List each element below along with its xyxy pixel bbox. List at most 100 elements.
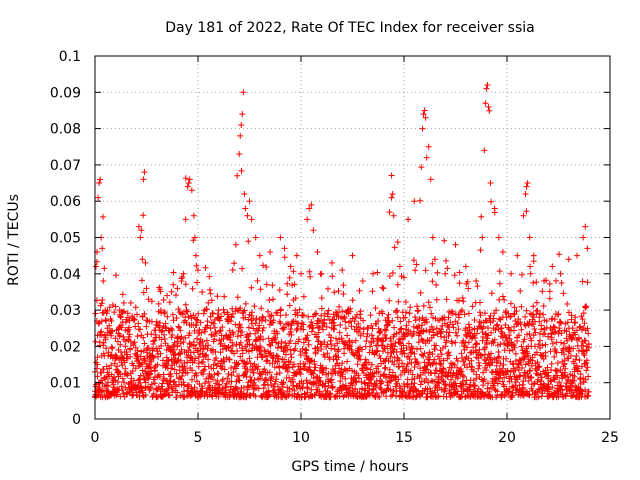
data-point bbox=[584, 245, 591, 252]
y-tick-label: 0.09 bbox=[50, 85, 81, 101]
data-point bbox=[491, 205, 498, 212]
data-point bbox=[241, 190, 248, 197]
data-point bbox=[508, 270, 515, 277]
data-point bbox=[140, 176, 147, 183]
x-tick-label: 10 bbox=[292, 430, 310, 446]
data-point bbox=[120, 299, 127, 306]
data-point bbox=[246, 198, 253, 205]
data-point bbox=[495, 234, 502, 241]
data-point bbox=[277, 234, 284, 241]
data-point bbox=[108, 317, 115, 324]
y-tick-label: 0.08 bbox=[50, 122, 81, 138]
data-point bbox=[401, 274, 407, 281]
data-point bbox=[304, 216, 311, 223]
x-tick-label: 25 bbox=[601, 430, 619, 446]
data-point bbox=[164, 292, 171, 299]
data-point bbox=[390, 212, 397, 219]
data-point bbox=[462, 263, 469, 270]
data-point bbox=[310, 227, 317, 234]
data-point bbox=[580, 234, 587, 241]
chart-title: Day 181 of 2022, Rate Of TEC Index for r… bbox=[165, 20, 534, 36]
data-point bbox=[386, 209, 393, 216]
data-point bbox=[191, 234, 198, 241]
data-point bbox=[186, 176, 193, 183]
y-tick-label: 0.04 bbox=[50, 267, 81, 283]
data-point bbox=[328, 259, 335, 266]
data-point bbox=[225, 317, 232, 324]
data-point bbox=[287, 263, 294, 270]
data-point bbox=[318, 270, 325, 277]
data-point bbox=[541, 278, 548, 285]
data-point bbox=[452, 241, 459, 248]
x-tick-label: 20 bbox=[498, 430, 516, 446]
data-point bbox=[524, 180, 531, 187]
data-point bbox=[429, 234, 436, 241]
data-point bbox=[99, 245, 106, 252]
data-point bbox=[482, 100, 489, 107]
data-point bbox=[419, 125, 426, 132]
data-point bbox=[522, 190, 529, 197]
data-point bbox=[574, 252, 581, 259]
data-point bbox=[139, 256, 146, 263]
gridlines bbox=[95, 56, 610, 419]
data-point bbox=[234, 172, 241, 179]
data-point bbox=[484, 82, 491, 89]
y-tick-label: 0.02 bbox=[50, 339, 81, 355]
data-point bbox=[182, 216, 189, 223]
data-point bbox=[96, 180, 103, 187]
x-axis-label: GPS time / hours bbox=[291, 459, 408, 475]
data-point bbox=[380, 285, 387, 292]
data-point bbox=[252, 234, 259, 241]
data-point bbox=[405, 216, 412, 223]
data-point bbox=[499, 249, 506, 256]
data-point bbox=[240, 89, 247, 96]
data-point bbox=[411, 198, 418, 205]
data-point bbox=[256, 252, 263, 259]
data-point bbox=[178, 278, 185, 285]
data-point bbox=[557, 270, 564, 277]
y-tick-label: 0.07 bbox=[50, 158, 81, 174]
data-point bbox=[514, 252, 521, 259]
data-point bbox=[192, 252, 199, 259]
data-point bbox=[180, 270, 187, 277]
data-point bbox=[487, 180, 494, 187]
x-tick-label: 0 bbox=[91, 430, 100, 446]
data-point bbox=[237, 132, 244, 139]
data-point bbox=[520, 212, 527, 219]
y-tick-label: 0 bbox=[72, 412, 81, 428]
data-point bbox=[339, 267, 346, 274]
data-point bbox=[267, 249, 274, 256]
data-point bbox=[199, 288, 206, 295]
data-point bbox=[242, 205, 249, 212]
data-point bbox=[427, 176, 434, 183]
y-tick-label: 0.1 bbox=[59, 49, 81, 65]
data-point bbox=[95, 194, 102, 201]
data-point bbox=[473, 278, 480, 285]
data-point bbox=[349, 252, 356, 259]
data-point bbox=[422, 114, 429, 121]
data-point bbox=[425, 143, 432, 150]
data-point bbox=[423, 154, 430, 161]
y-tick-labels: 0 0.01 0.02 0.03 0.04 0.05 0.06 0.07 0.08 0.09 0.1 bbox=[50, 49, 81, 428]
data-point bbox=[185, 180, 192, 187]
y-tick-label: 0.05 bbox=[50, 231, 81, 247]
y-tick-label: 0.01 bbox=[50, 376, 81, 392]
data-point bbox=[359, 278, 366, 285]
data-point bbox=[138, 227, 145, 234]
data-point bbox=[483, 85, 490, 92]
data-point bbox=[479, 234, 486, 241]
data-point bbox=[170, 281, 177, 288]
data-point bbox=[306, 205, 313, 212]
data-point bbox=[526, 234, 533, 241]
data-point bbox=[530, 252, 537, 259]
data-point bbox=[190, 212, 197, 219]
data-point bbox=[396, 263, 403, 270]
data-point bbox=[102, 307, 109, 314]
y-tick-label: 0.06 bbox=[50, 194, 81, 210]
data-point bbox=[281, 245, 288, 252]
data-point bbox=[565, 256, 572, 263]
data-point bbox=[112, 303, 119, 310]
data-point bbox=[485, 103, 492, 110]
data-point bbox=[549, 263, 556, 270]
